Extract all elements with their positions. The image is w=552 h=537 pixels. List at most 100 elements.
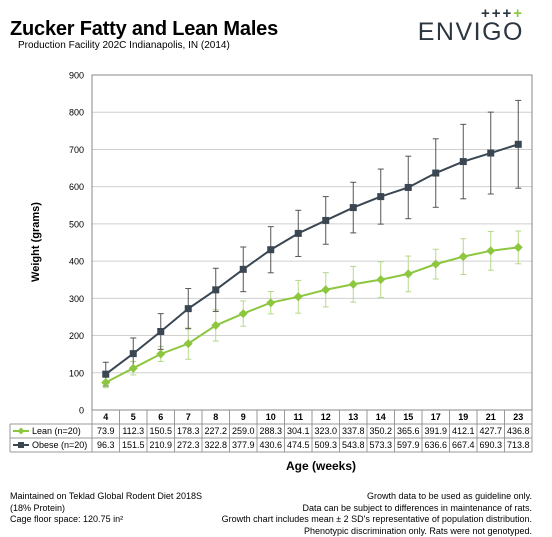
y-tick-label: 300 — [69, 294, 84, 304]
data-value-label: 365.6 — [397, 426, 420, 436]
data-point — [267, 246, 274, 253]
y-tick-label: 800 — [69, 108, 84, 118]
y-tick-label: 900 — [69, 71, 84, 81]
x-tick-label: 10 — [266, 412, 276, 422]
data-value-label: 151.5 — [122, 440, 145, 450]
y-tick-label: 500 — [69, 219, 84, 229]
data-value-label: 227.2 — [204, 426, 227, 436]
x-tick-label: 23 — [513, 412, 523, 422]
x-axis-label: Age (weeks) — [0, 459, 552, 473]
data-value-label: 304.1 — [287, 426, 310, 436]
data-point — [404, 269, 413, 278]
footer-diet-notes: Maintained on Teklad Global Rodent Diet … — [10, 491, 202, 526]
x-tick-label: 5 — [131, 412, 136, 422]
footer-right-line: Data can be subject to differences in ma… — [222, 503, 532, 515]
data-value-label: 337.8 — [342, 426, 365, 436]
data-value-label: 350.2 — [369, 426, 392, 436]
data-point — [239, 309, 248, 318]
data-value-label: 377.9 — [232, 440, 255, 450]
x-tick-label: 4 — [103, 412, 108, 422]
y-tick-label: 100 — [69, 368, 84, 378]
x-tick-label: 14 — [376, 412, 386, 422]
data-point — [515, 141, 522, 148]
legend-label: Lean (n=20) — [32, 426, 81, 436]
data-point — [405, 184, 412, 191]
data-point — [102, 371, 109, 378]
x-tick-label: 7 — [186, 412, 191, 422]
legend-key — [13, 428, 29, 435]
data-point — [432, 170, 439, 177]
data-value-label: 430.6 — [259, 440, 282, 450]
footer-right-line: Growth chart includes mean ± 2 SD's repr… — [222, 514, 532, 526]
data-point — [101, 378, 110, 387]
x-tick-label: 17 — [431, 412, 441, 422]
data-value-label: 272.3 — [177, 440, 200, 450]
data-value-label: 412.1 — [452, 426, 475, 436]
data-value-label: 322.8 — [204, 440, 227, 450]
x-tick-label: 15 — [403, 412, 413, 422]
data-point — [487, 150, 494, 157]
x-tick-label: 8 — [213, 412, 218, 422]
data-value-label: 713.8 — [507, 440, 530, 450]
y-tick-label: 600 — [69, 182, 84, 192]
data-point — [486, 246, 495, 255]
series-markers — [101, 141, 523, 387]
data-point — [157, 328, 164, 335]
data-value-label: 543.8 — [342, 440, 365, 450]
footer-left-line: (18% Protein) — [10, 503, 202, 515]
data-point — [295, 230, 302, 237]
y-tick-label: 700 — [69, 145, 84, 155]
data-point — [322, 217, 329, 224]
footer-right-line: Phenotypic discrimination only. Rats wer… — [222, 526, 532, 537]
x-tick-label: 9 — [241, 412, 246, 422]
data-value-label: 323.0 — [314, 426, 337, 436]
data-point — [294, 292, 303, 301]
x-tick-label: 13 — [348, 412, 358, 422]
data-value-label: 436.8 — [507, 426, 530, 436]
data-point — [349, 280, 358, 289]
footer-left-line: Cage floor space: 120.75 in² — [10, 514, 202, 526]
x-tick-label: 19 — [458, 412, 468, 422]
error-bars — [103, 100, 522, 387]
legend-label: Obese (n=20) — [32, 440, 87, 450]
data-point — [129, 364, 138, 373]
y-tick-label: 400 — [69, 257, 84, 267]
data-value-label: 667.4 — [452, 440, 475, 450]
data-value-label: 112.3 — [122, 426, 144, 436]
footer-left-line: Maintained on Teklad Global Rodent Diet … — [10, 491, 202, 503]
data-value-label: 391.9 — [424, 426, 447, 436]
data-value-label: 259.0 — [232, 426, 255, 436]
data-value-label: 73.9 — [97, 426, 115, 436]
legend-key — [13, 442, 29, 448]
data-value-label: 573.3 — [369, 440, 392, 450]
data-point — [460, 158, 467, 165]
data-point — [240, 266, 247, 273]
series-line — [106, 247, 519, 382]
data-point — [130, 350, 137, 357]
data-point — [266, 298, 275, 307]
data-value-label: 150.5 — [149, 426, 172, 436]
data-value-label: 474.5 — [287, 440, 310, 450]
footer-disclaimer: Growth data to be used as guideline only… — [222, 491, 532, 537]
data-point — [185, 305, 192, 312]
data-value-label: 509.3 — [314, 440, 337, 450]
data-value-label: 210.9 — [149, 440, 172, 450]
x-tick-label: 6 — [158, 412, 163, 422]
data-point — [212, 286, 219, 293]
plot-frame — [92, 75, 532, 410]
y-tick-label: 200 — [69, 331, 84, 341]
chart-grid — [92, 75, 532, 410]
data-point — [514, 243, 523, 252]
y-axis-label: Weight (grams) — [30, 187, 42, 297]
x-tick-label: 11 — [293, 412, 303, 422]
data-point — [321, 285, 330, 294]
data-value-label: 288.3 — [259, 426, 282, 436]
footer-right-line: Growth data to be used as guideline only… — [222, 491, 532, 503]
data-point — [350, 204, 357, 211]
data-point — [156, 349, 165, 358]
data-value-label: 690.3 — [479, 440, 502, 450]
data-point — [459, 252, 468, 261]
